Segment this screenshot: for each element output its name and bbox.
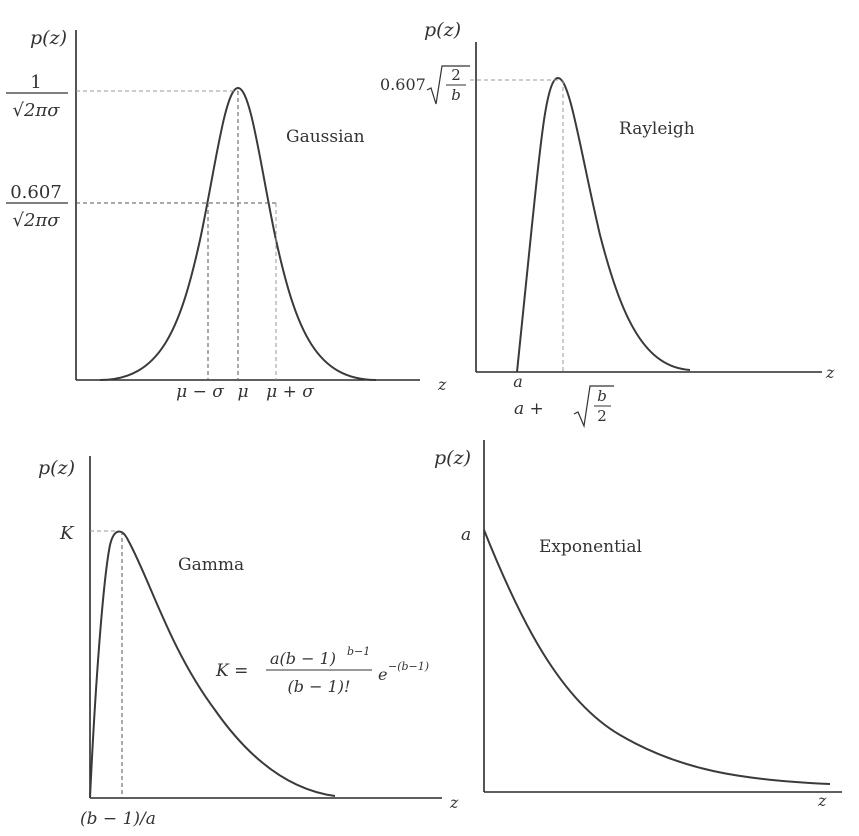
gaussian-ytick-2-num: 0.607 xyxy=(10,182,62,203)
gaussian-ytick-1-num: 1 xyxy=(30,72,41,93)
exponential-curve xyxy=(483,529,831,785)
gamma-k-lhs: K = xyxy=(215,661,248,681)
gamma-k-numerator: a(b − 1) xyxy=(270,649,336,668)
gamma-panel: p(z) K Gamma K = a(b − 1) b−1 (b − 1)! e… xyxy=(38,456,459,829)
gaussian-xlabel: z xyxy=(437,375,447,394)
rayleigh-xtick-2-num: b xyxy=(597,387,607,405)
gaussian-panel: p(z) 1 √2πσ 0.607 √2πσ Gaussian μ − σ μ … xyxy=(6,27,447,402)
rayleigh-ytick-den: b xyxy=(451,86,461,104)
gamma-k-denominator: (b − 1)! xyxy=(288,677,351,696)
gaussian-xtick-mu-plus-sigma: μ + σ xyxy=(266,382,314,402)
exponential-xlabel: z xyxy=(817,791,827,810)
gamma-k-exp-base: e xyxy=(378,665,387,684)
rayleigh-panel: p(z) 0.607 2 b Rayleigh a a + b 2 z xyxy=(380,19,835,429)
gamma-title: Gamma xyxy=(178,555,244,575)
exponential-panel: p(z) a Exponential z xyxy=(434,440,842,810)
gaussian-curve xyxy=(99,86,377,381)
exponential-ytick-a: a xyxy=(461,525,471,545)
rayleigh-ytick-num: 2 xyxy=(451,66,461,84)
rayleigh-ytick-sqrt-sign xyxy=(426,65,470,105)
gamma-k-exp-exponent: −(b−1) xyxy=(388,660,429,673)
gaussian-xtick-mu: μ xyxy=(237,382,248,402)
exponential-ylabel: p(z) xyxy=(434,447,471,469)
gaussian-ylabel: p(z) xyxy=(30,27,67,49)
gaussian-ytick-2-den: √2πσ xyxy=(12,210,60,231)
gamma-ytick-k: K xyxy=(59,523,75,544)
gamma-xlabel: z xyxy=(449,793,459,812)
gaussian-ytick-1-den: √2πσ xyxy=(12,100,60,121)
gamma-curve xyxy=(89,530,336,799)
rayleigh-ylabel: p(z) xyxy=(424,19,461,41)
gamma-k-numerator-exponent: b−1 xyxy=(347,645,370,658)
exponential-title: Exponential xyxy=(539,537,642,557)
rayleigh-xtick-2-den: 2 xyxy=(597,407,607,425)
rayleigh-xlabel: z xyxy=(825,363,835,382)
gaussian-xtick-mu-minus-sigma: μ − σ xyxy=(176,382,224,402)
rayleigh-xtick-a: a xyxy=(513,372,523,391)
rayleigh-title: Rayleigh xyxy=(619,119,695,139)
rayleigh-xtick-sqrt-sign xyxy=(573,385,614,429)
rayleigh-curve xyxy=(516,76,691,373)
gaussian-title: Gaussian xyxy=(286,127,365,147)
rayleigh-xtick-2-prefix: a + xyxy=(514,399,544,419)
gamma-ylabel: p(z) xyxy=(38,457,75,479)
gamma-xtick: (b − 1)/a xyxy=(80,809,156,829)
rayleigh-ytick-coef: 0.607 xyxy=(380,75,426,94)
